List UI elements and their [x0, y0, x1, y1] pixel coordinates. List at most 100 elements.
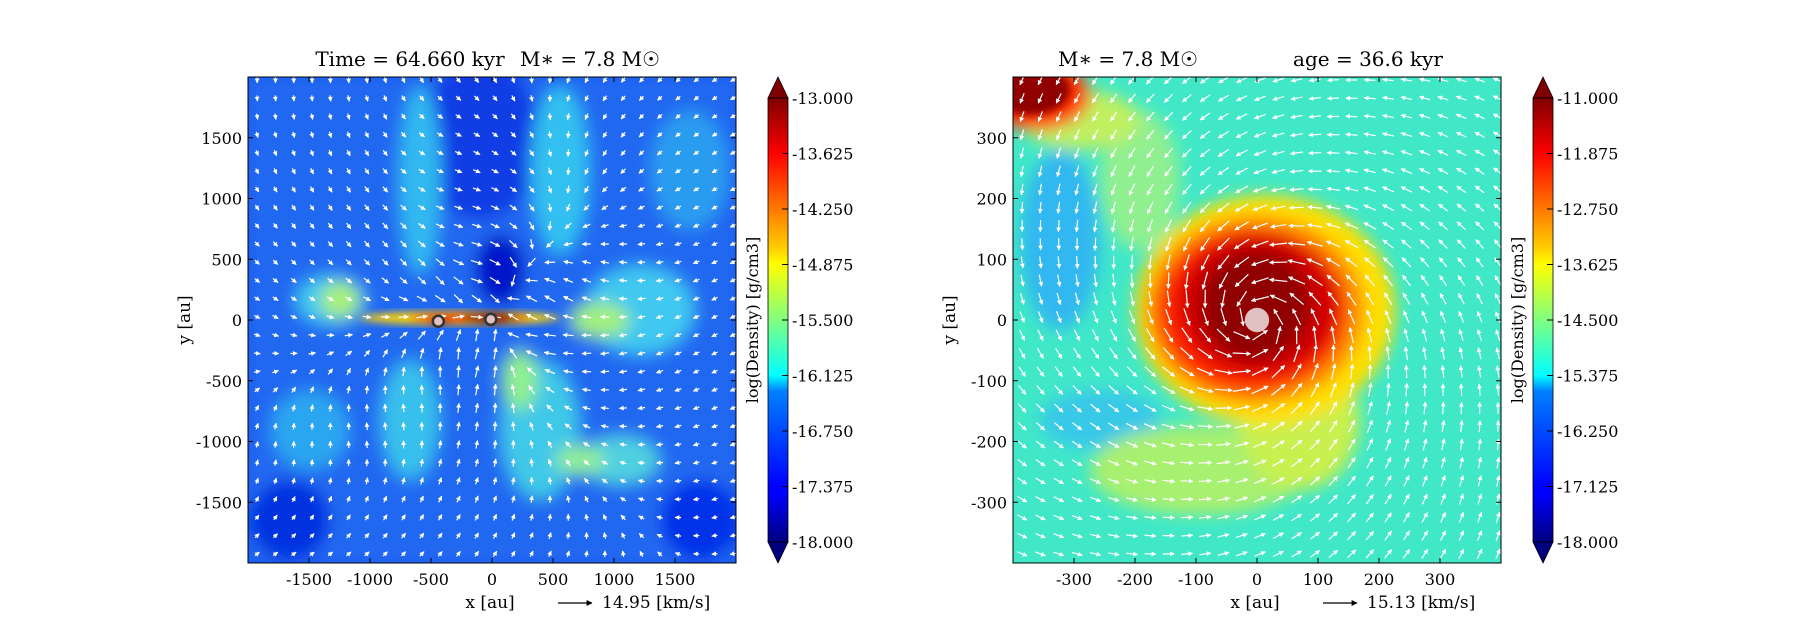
- left-velocity-arrow: [435, 275, 445, 286]
- left-velocity-arrow: [509, 204, 518, 211]
- left-velocity-arrow: [528, 167, 535, 175]
- left-velocity-arrow: [655, 369, 664, 374]
- left-velocity-arrow: [473, 132, 481, 138]
- left-title-time: Time = 64.660 kyr: [315, 47, 505, 71]
- right-velocity-arrow: [1165, 308, 1173, 326]
- left-velocity-arrow: [400, 150, 407, 156]
- right-velocity-arrow: [1129, 255, 1135, 270]
- left-velocity-arrow: [730, 95, 736, 101]
- left-velocity-arrow: [382, 204, 389, 211]
- left-xtick-label: -1000: [347, 570, 393, 589]
- left-velocity-arrow: [563, 241, 573, 247]
- left-velocity-arrow: [509, 186, 518, 193]
- left-velocity-arrow: [327, 533, 333, 539]
- right-velocity-arrow: [1199, 94, 1211, 103]
- right-velocity-arrow: [1128, 201, 1135, 215]
- right-velocity-arrow: [1017, 514, 1028, 521]
- right-velocity-arrow: [1017, 532, 1028, 539]
- left-velocity-arrow: [602, 532, 608, 539]
- right-ytick-label: -100: [971, 372, 1007, 391]
- left-colorbar-tick-label: -18.000: [792, 533, 853, 552]
- right-velocity-arrow: [1035, 551, 1046, 557]
- left-ytick-label: 0: [232, 311, 242, 330]
- left-velocity-arrow: [309, 259, 315, 266]
- left-velocity-arrow: [254, 387, 261, 393]
- left-velocity-arrow: [547, 440, 553, 449]
- left-velocity-arrow: [583, 477, 590, 485]
- left-velocity-arrow: [327, 240, 334, 248]
- right-velocity-arrow: [1035, 477, 1046, 485]
- left-velocity-arrow: [419, 495, 424, 503]
- left-velocity-arrow: [492, 383, 498, 396]
- right-velocity-arrow: [1128, 111, 1136, 122]
- right-velocity-arrow: [1129, 237, 1134, 252]
- left-velocity-arrow: [675, 95, 681, 101]
- left-velocity-arrow: [473, 150, 481, 156]
- left-colorbar-tick-label: -16.125: [792, 367, 853, 386]
- right-velocity-arrow: [1092, 219, 1098, 233]
- left-velocity-arrow: [692, 478, 700, 484]
- left-velocity-arrow: [254, 514, 260, 521]
- left-velocity-arrow: [362, 332, 372, 338]
- right-velocity-arrow: [1403, 364, 1409, 379]
- left-velocity-arrow: [729, 168, 736, 174]
- left-velocity-arrow: [729, 423, 736, 429]
- right-velocity-arrow: [1110, 219, 1116, 233]
- left-velocity-arrow: [602, 149, 608, 157]
- right-velocity-arrows: [1017, 77, 1501, 560]
- left-xtick-label: 500: [538, 570, 569, 589]
- right-velocity-arrow: [1091, 93, 1099, 104]
- left-velocity-arrow: [655, 314, 664, 320]
- left-velocity-arrow: [566, 77, 571, 84]
- right-velocity-arrow: [1144, 366, 1157, 378]
- left-velocity-arrow: [345, 240, 352, 248]
- right-velocity-arrow: [1074, 292, 1080, 306]
- right-velocity-arrow: [1019, 201, 1025, 214]
- left-velocity-arrow: [637, 387, 646, 393]
- left-velocity-arrow: [529, 421, 534, 431]
- right-velocity-arrow: [1327, 77, 1339, 83]
- left-velocity-arrow: [308, 296, 316, 302]
- right-velocity-arrow: [1184, 289, 1190, 309]
- left-velocity-arrow: [711, 296, 718, 301]
- left-velocity-arrow: [400, 514, 406, 521]
- left-velocity-arrow: [308, 368, 316, 375]
- left-velocity-arrow: [638, 77, 645, 83]
- right-velocity-arrow: [1053, 514, 1065, 521]
- left-velocity-arrow: [674, 441, 682, 447]
- right-velocity-arrow: [1017, 477, 1028, 485]
- right-velocity-arrow: [1017, 495, 1028, 503]
- left-velocity-arrow: [729, 186, 736, 192]
- left-velocity-arrow: [455, 532, 461, 539]
- right-velocity-arrow: [1090, 384, 1101, 395]
- right-velocity-arrow: [1108, 385, 1119, 395]
- left-velocity-arrow: [621, 550, 626, 557]
- left-velocity-arrow: [674, 369, 682, 374]
- left-velocity-arrow: [618, 314, 628, 320]
- left-velocity-arrow: [417, 258, 426, 267]
- right-velocity-arrow: [1053, 496, 1065, 503]
- left-velocity-arrow: [401, 421, 406, 431]
- left-velocity-arrow: [452, 259, 465, 266]
- right-title-mass: M∗ = 7.8 M☉: [1058, 47, 1198, 71]
- right-velocity-arrow: [1073, 347, 1081, 360]
- left-velocity-arrow: [674, 241, 682, 247]
- right-velocity-arrow: [1092, 129, 1099, 141]
- left-velocity-arrow: [254, 277, 261, 283]
- left-velocity-arrow: [637, 423, 646, 429]
- left-velocity-arrow: [474, 458, 479, 467]
- left-velocity-arrow: [417, 240, 426, 248]
- right-colorbar-tick-label: -12.750: [1557, 200, 1618, 219]
- right-velocity-arrow: [1199, 166, 1211, 176]
- left-velocity-arrow: [547, 476, 553, 485]
- right-colorbar-tick-label: -13.625: [1557, 256, 1618, 275]
- left-velocity-arrow: [454, 150, 463, 155]
- right-velocity-arrow: [1017, 421, 1027, 431]
- right-velocity-arrow: [1019, 183, 1025, 196]
- right-velocity-arrow: [1108, 366, 1119, 378]
- right-velocity-arrow: [1110, 165, 1117, 178]
- right-colorbar-tick-label: -11.000: [1557, 89, 1618, 108]
- left-velocity-arrow: [489, 241, 501, 247]
- right-velocity-arrow: [1216, 478, 1231, 483]
- left-velocity-arrow: [309, 95, 315, 102]
